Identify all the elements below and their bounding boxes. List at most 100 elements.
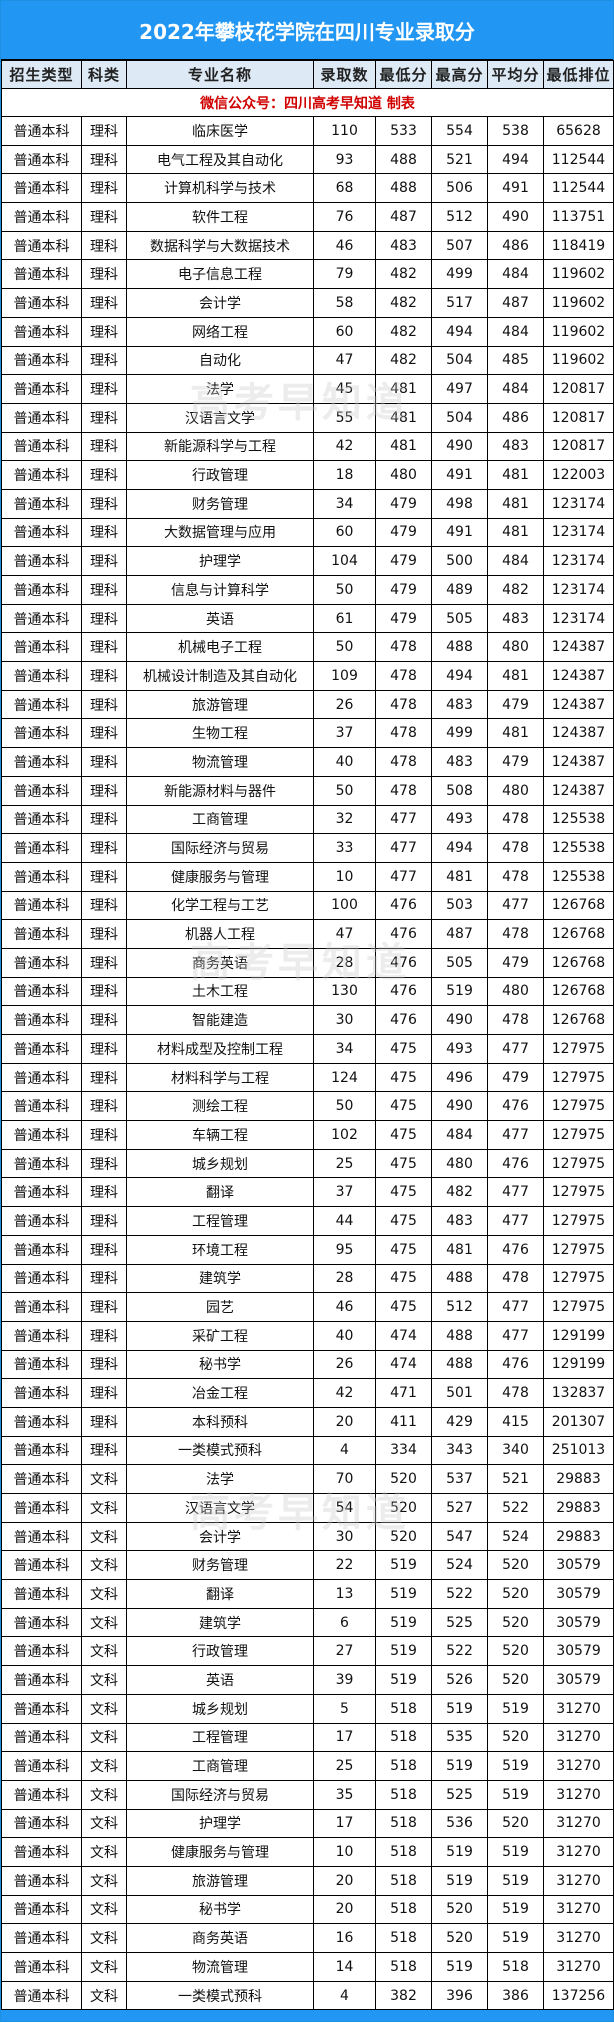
- cell-major-name: 物流管理: [126, 747, 314, 777]
- cell-enroll-type: 普通本科: [1, 1636, 82, 1667]
- cell-avg-score: 518: [487, 1952, 544, 1982]
- cell-min-rank: 127975: [543, 1091, 614, 1122]
- cell-avg-score: 481: [487, 460, 544, 490]
- cell-min-score: 518: [375, 1894, 432, 1925]
- cell-admitted-count: 13: [313, 1579, 376, 1609]
- cell-enroll-type: 普通本科: [1, 1607, 82, 1638]
- cell-max-score: 491: [431, 517, 488, 548]
- cell-min-score: 475: [375, 1062, 432, 1093]
- cell-min-rank: 120817: [543, 374, 614, 404]
- cell-major-name: 计算机科学与技术: [126, 173, 314, 204]
- table-row: 普通本科 理科 国际经济与贸易 33 477 494 478 125538: [1, 833, 614, 863]
- cell-admitted-count: 46: [313, 1292, 376, 1322]
- cell-avg-score: 477: [487, 890, 544, 921]
- cell-admitted-count: 104: [313, 546, 376, 576]
- table-row: 普通本科 理科 汉语言文学 55 481 504 486 120817: [1, 402, 614, 433]
- cell-major-name: 物流管理: [126, 1952, 314, 1982]
- table-row: 普通本科 理科 工程管理 44 475 483 477 127975: [1, 1206, 614, 1236]
- cell-major-name: 秘书学: [126, 1894, 314, 1925]
- cell-min-score: 520: [375, 1493, 432, 1523]
- cell-subject-category: 文科: [81, 1865, 127, 1896]
- table-row: 普通本科 文科 秘书学 20 518 520 519 31270: [1, 1894, 614, 1925]
- cell-admitted-count: 47: [313, 345, 376, 376]
- column-header-min-score: 最低分: [375, 60, 432, 89]
- cell-major-name: 翻译: [126, 1579, 314, 1609]
- cell-admitted-count: 20: [313, 1865, 376, 1896]
- cell-enroll-type: 普通本科: [1, 230, 82, 261]
- cell-enroll-type: 普通本科: [1, 861, 82, 892]
- cell-min-score: 482: [375, 288, 432, 318]
- cell-admitted-count: 68: [313, 173, 376, 204]
- table-row: 普通本科 理科 旅游管理 26 478 483 479 124387: [1, 689, 614, 720]
- cell-max-score: 504: [431, 345, 488, 376]
- cell-min-rank: 123174: [543, 603, 614, 634]
- cell-subject-category: 文科: [81, 1493, 127, 1523]
- cell-admitted-count: 54: [313, 1493, 376, 1523]
- cell-admitted-count: 25: [313, 1751, 376, 1781]
- cell-enroll-type: 普通本科: [1, 1952, 82, 1982]
- cell-min-rank: 127975: [543, 1292, 614, 1322]
- cell-min-score: 479: [375, 488, 432, 519]
- cell-admitted-count: 30: [313, 1521, 376, 1552]
- cell-enroll-type: 普通本科: [1, 890, 82, 921]
- cell-min-score: 475: [375, 1263, 432, 1294]
- cell-admitted-count: 50: [313, 775, 376, 806]
- cell-max-score: 496: [431, 1062, 488, 1093]
- cell-avg-score: 494: [487, 144, 544, 175]
- cell-min-rank: 129199: [543, 1349, 614, 1380]
- cell-enroll-type: 普通本科: [1, 775, 82, 806]
- cell-min-rank: 123174: [543, 575, 614, 605]
- cell-major-name: 秘书学: [126, 1349, 314, 1380]
- table-row: 普通本科 文科 健康服务与管理 10 518 519 519 31270: [1, 1837, 614, 1867]
- cell-major-name: 网络工程: [126, 316, 314, 347]
- cell-subject-category: 理科: [81, 173, 127, 204]
- cell-admitted-count: 47: [313, 919, 376, 949]
- cell-min-rank: 123174: [543, 488, 614, 519]
- cell-max-score: 521: [431, 144, 488, 175]
- cell-max-score: 535: [431, 1722, 488, 1753]
- cell-major-name: 园艺: [126, 1292, 314, 1322]
- table-row: 普通本科 理科 英语 61 479 505 483 123174: [1, 603, 614, 634]
- table-row: 普通本科 理科 化学工程与工艺 100 476 503 477 126768: [1, 890, 614, 921]
- table-row: 普通本科 文科 物流管理 14 518 519 518 31270: [1, 1952, 614, 1982]
- cell-major-name: 工程管理: [126, 1722, 314, 1753]
- table-row: 普通本科 理科 本科预科 20 411 429 415 201307: [1, 1406, 614, 1437]
- cell-min-score: 481: [375, 374, 432, 404]
- cell-max-score: 490: [431, 1091, 488, 1122]
- cell-enroll-type: 普通本科: [1, 1435, 82, 1466]
- table-row: 普通本科 文科 旅游管理 20 518 519 519 31270: [1, 1865, 614, 1896]
- cell-avg-score: 478: [487, 1263, 544, 1294]
- cell-enroll-type: 普通本科: [1, 546, 82, 576]
- cell-enroll-type: 普通本科: [1, 1234, 82, 1265]
- cell-max-score: 507: [431, 230, 488, 261]
- cell-admitted-count: 34: [313, 488, 376, 519]
- cell-subject-category: 理科: [81, 976, 127, 1007]
- table-row: 普通本科 理科 新能源材料与器件 50 478 508 480 124387: [1, 775, 614, 806]
- cell-min-score: 518: [375, 1779, 432, 1810]
- cell-min-score: 476: [375, 890, 432, 921]
- cell-min-rank: 31270: [543, 1693, 614, 1724]
- cell-major-name: 汉语言文学: [126, 1493, 314, 1523]
- cell-min-score: 478: [375, 661, 432, 691]
- cell-avg-score: 483: [487, 603, 544, 634]
- cell-major-name: 新能源科学与工程: [126, 431, 314, 462]
- cell-subject-category: 理科: [81, 1091, 127, 1122]
- cell-subject-category: 理科: [81, 517, 127, 548]
- cell-max-score: 512: [431, 202, 488, 232]
- cell-admitted-count: 124: [313, 1062, 376, 1093]
- cell-max-score: 488: [431, 1349, 488, 1380]
- cell-max-score: 522: [431, 1579, 488, 1609]
- table-row: 普通本科 文科 护理学 17 518 536 520 31270: [1, 1808, 614, 1839]
- cell-min-score: 478: [375, 718, 432, 749]
- table-row: 普通本科 理科 网络工程 60 482 494 484 119602: [1, 316, 614, 347]
- table-row: 普通本科 理科 会计学 58 482 517 487 119602: [1, 288, 614, 318]
- cell-admitted-count: 18: [313, 460, 376, 490]
- table-row: 普通本科 理科 一类模式预科 4 334 343 340 251013: [1, 1435, 614, 1466]
- cell-enroll-type: 普通本科: [1, 1378, 82, 1408]
- cell-min-rank: 126768: [543, 919, 614, 949]
- cell-enroll-type: 普通本科: [1, 1091, 82, 1122]
- table-row: 普通本科 文科 财务管理 22 519 524 520 30579: [1, 1550, 614, 1581]
- cell-subject-category: 理科: [81, 689, 127, 720]
- cell-major-name: 一类模式预科: [126, 1435, 314, 1466]
- cell-enroll-type: 普通本科: [1, 1722, 82, 1753]
